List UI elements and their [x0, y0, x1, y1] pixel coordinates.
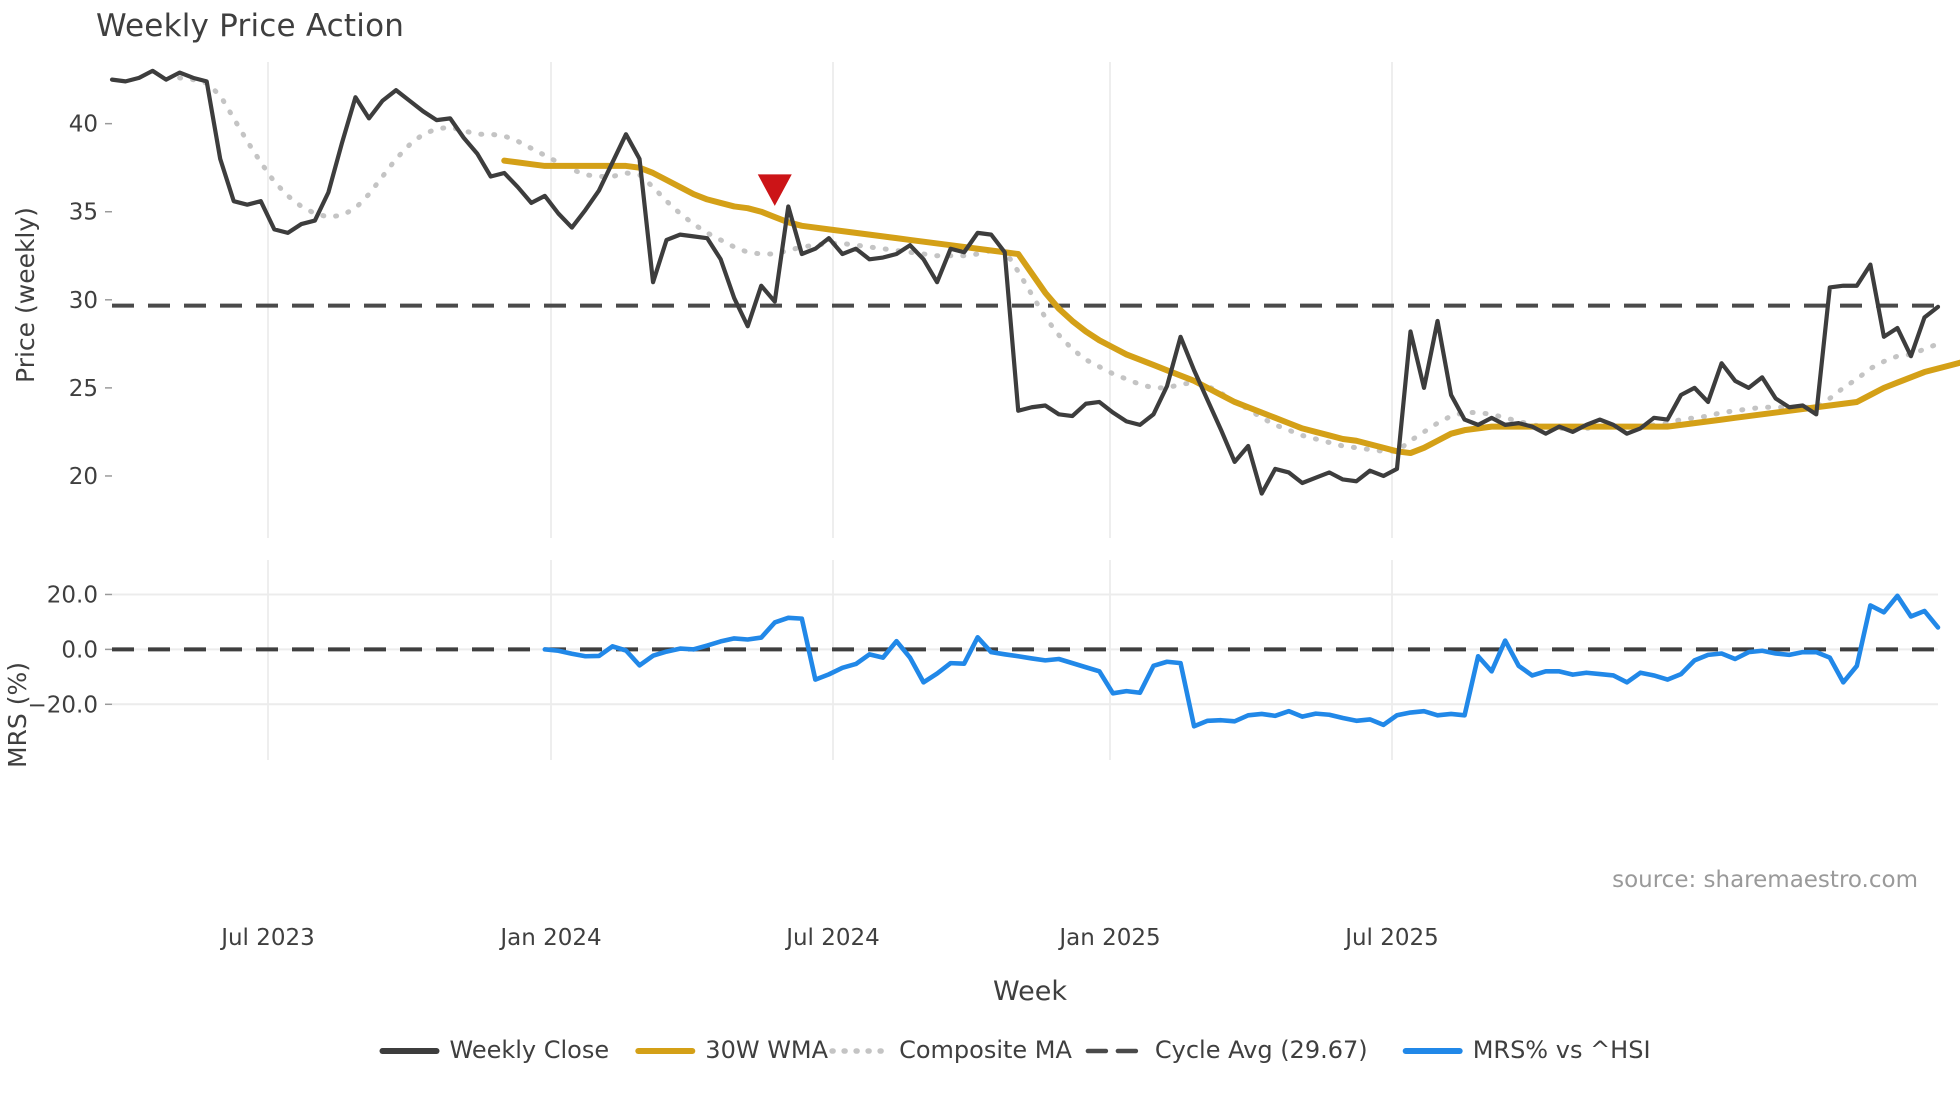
wma-line: [501, 157, 1960, 457]
price-axis-label: Price (weekly): [11, 207, 40, 383]
price-y-tick: 25: [69, 376, 98, 402]
legend-label-1[interactable]: 30W WMA: [705, 1036, 828, 1064]
price-y-axis-ticks: 40 35 30 25 20: [69, 112, 112, 490]
x-tick-label: Jul 2024: [784, 925, 880, 951]
price-panel: 40 35 30 25 20 Price (weekly): [11, 62, 1960, 538]
mrs-panel: 20.0 0.0 −20.0 MRS (%) source: sharemaestr…: [3, 560, 1941, 893]
mrs-axis-label: MRS (%): [3, 662, 32, 768]
legend-label-3[interactable]: Cycle Avg (29.67): [1155, 1036, 1368, 1064]
legend-label-4[interactable]: MRS% vs ^HSI: [1473, 1036, 1651, 1064]
source-watermark: source: sharemaestro.com: [1612, 867, 1918, 893]
price-gridlines: [267, 62, 1393, 538]
price-y-tick: 20: [69, 464, 98, 490]
x-axis-label: Week: [993, 976, 1067, 1007]
legend: Weekly Close 30W WMA Composite MA Cycle Avg…: [379, 1036, 1651, 1064]
page-title: Weekly Price Action: [96, 8, 405, 44]
legend-label-0[interactable]: Weekly Close: [450, 1036, 610, 1064]
price-y-tick: 30: [69, 288, 98, 314]
x-axis-ticks: Jul 2023 Jan 2024 Jul 2024 Jan 2025 Jul 2025: [219, 925, 1439, 951]
mrs-y-axis-ticks: 20.0 0.0 −20.0: [28, 582, 112, 718]
x-tick-label: Jul 2025: [1343, 925, 1439, 951]
weekly-close-line: [109, 68, 1941, 496]
x-tick-label: Jan 2024: [498, 925, 601, 951]
mrs-y-tick: −20.0: [28, 692, 98, 718]
mrs-y-tick: 0.0: [61, 637, 98, 663]
x-tick-label: Jan 2025: [1057, 925, 1160, 951]
composite-ma-line: [177, 75, 1941, 454]
mrs-line: [542, 593, 1941, 729]
x-tick-label: Jul 2023: [219, 925, 315, 951]
mrs-y-tick: 20.0: [47, 582, 98, 608]
price-y-tick: 35: [69, 200, 98, 226]
mrs-gridlines: [112, 560, 1938, 760]
price-y-tick: 40: [69, 112, 98, 138]
legend-label-2[interactable]: Composite MA: [899, 1036, 1072, 1064]
signal-markers: [757, 174, 792, 206]
sell-marker-icon: [757, 174, 792, 206]
